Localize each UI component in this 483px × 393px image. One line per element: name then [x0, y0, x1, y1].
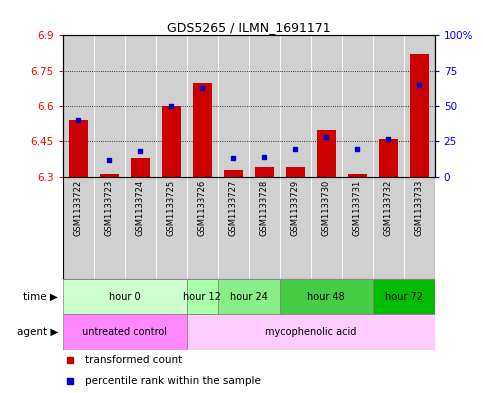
Bar	[100, 174, 119, 177]
Text: hour 72: hour 72	[384, 292, 423, 302]
Text: hour 12: hour 12	[184, 292, 221, 302]
Bar	[218, 279, 280, 314]
Bar	[69, 120, 87, 177]
Bar	[379, 139, 398, 177]
Text: hour 48: hour 48	[307, 292, 345, 302]
Bar	[342, 177, 373, 279]
Text: GSM1133726: GSM1133726	[198, 180, 207, 236]
Bar	[125, 177, 156, 279]
Bar	[249, 35, 280, 177]
Bar	[373, 35, 404, 177]
Bar	[162, 106, 181, 177]
Bar	[156, 177, 187, 279]
Text: hour 24: hour 24	[230, 292, 268, 302]
Text: GSM1133732: GSM1133732	[384, 180, 393, 236]
Bar	[125, 35, 156, 177]
Bar	[404, 35, 435, 177]
Bar	[280, 35, 311, 177]
Text: hour 0: hour 0	[109, 292, 141, 302]
Text: GSM1133724: GSM1133724	[136, 180, 145, 236]
Bar	[373, 177, 404, 279]
Bar	[224, 170, 242, 177]
Text: GSM1133722: GSM1133722	[74, 180, 83, 236]
Bar	[187, 314, 435, 350]
Bar	[193, 83, 212, 177]
Bar	[311, 35, 342, 177]
Bar	[410, 54, 428, 177]
Bar	[373, 279, 435, 314]
Bar	[342, 35, 373, 177]
Text: transformed count: transformed count	[85, 354, 183, 365]
Text: agent ▶: agent ▶	[16, 327, 58, 337]
Bar	[187, 279, 218, 314]
Text: GSM1133727: GSM1133727	[229, 180, 238, 236]
Text: time ▶: time ▶	[23, 292, 58, 302]
Bar	[63, 279, 187, 314]
Bar	[63, 35, 94, 177]
Text: GSM1133728: GSM1133728	[260, 180, 269, 236]
Bar	[317, 130, 336, 177]
Bar	[218, 177, 249, 279]
Bar	[404, 177, 435, 279]
Text: percentile rank within the sample: percentile rank within the sample	[85, 376, 261, 386]
Text: GSM1133731: GSM1133731	[353, 180, 362, 236]
Bar	[94, 35, 125, 177]
Text: GSM1133725: GSM1133725	[167, 180, 176, 236]
Bar	[249, 177, 280, 279]
Bar	[286, 167, 304, 177]
Bar	[280, 177, 311, 279]
Bar	[63, 177, 94, 279]
Bar	[156, 35, 187, 177]
Bar	[348, 174, 367, 177]
Bar	[187, 177, 218, 279]
Bar	[311, 177, 342, 279]
Bar	[131, 158, 150, 177]
Bar	[63, 314, 187, 350]
Bar	[94, 177, 125, 279]
Bar	[255, 167, 273, 177]
Text: GSM1133723: GSM1133723	[105, 180, 114, 236]
Bar	[280, 279, 373, 314]
Text: mycophenolic acid: mycophenolic acid	[265, 327, 356, 337]
Text: untreated control: untreated control	[82, 327, 167, 337]
Bar	[187, 35, 218, 177]
Title: GDS5265 / ILMN_1691171: GDS5265 / ILMN_1691171	[167, 21, 330, 34]
Text: GSM1133733: GSM1133733	[415, 180, 424, 236]
Text: GSM1133730: GSM1133730	[322, 180, 331, 236]
Bar	[218, 35, 249, 177]
Text: GSM1133729: GSM1133729	[291, 180, 300, 236]
